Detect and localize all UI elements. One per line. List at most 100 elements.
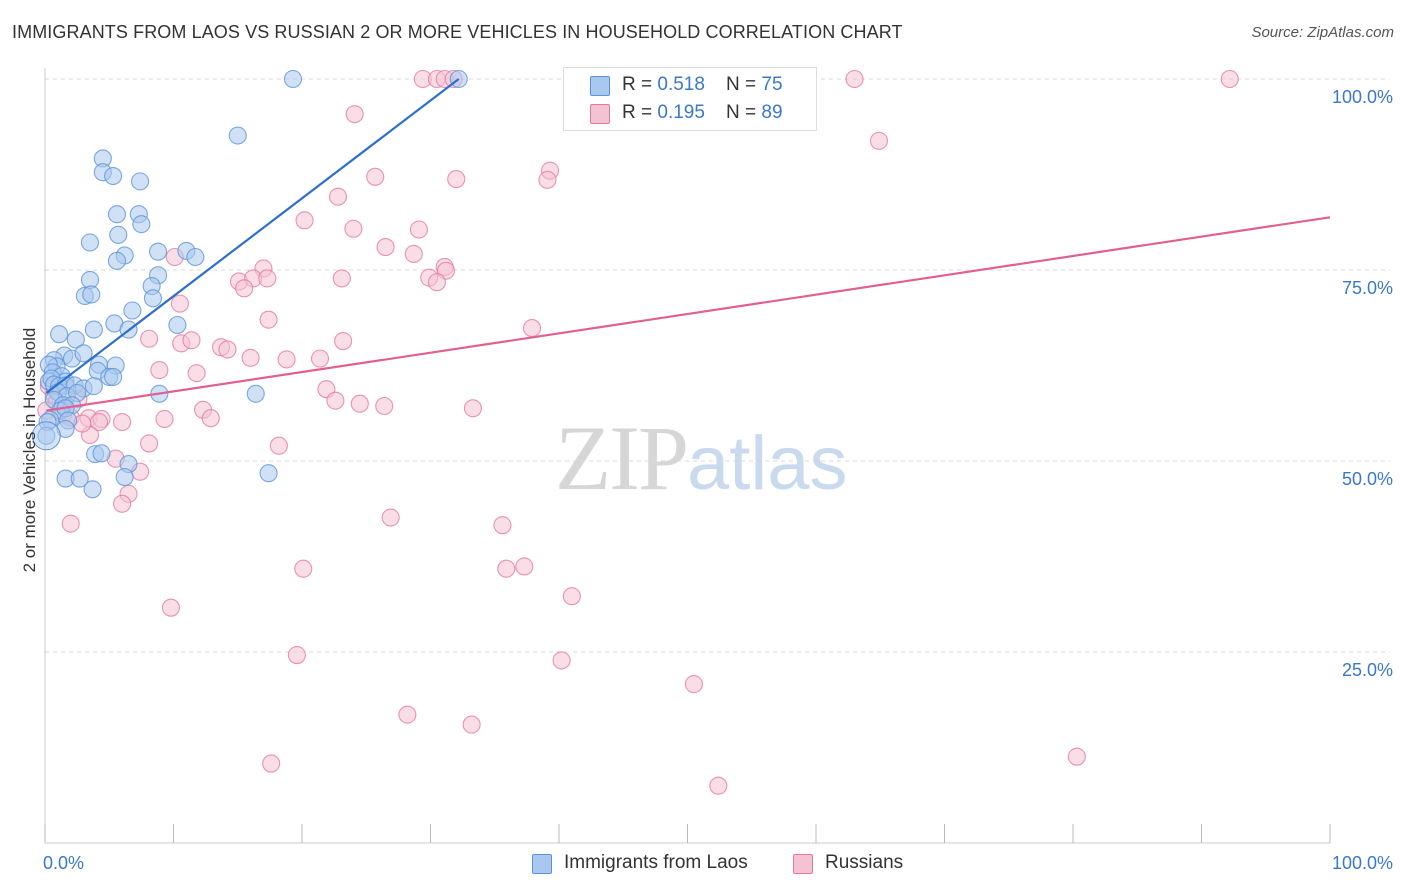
russians-point bbox=[61, 514, 80, 533]
laos-point bbox=[259, 464, 278, 483]
russians-point bbox=[332, 269, 351, 288]
russians-point bbox=[376, 238, 395, 257]
russians-point bbox=[140, 434, 159, 453]
legend-label-russians: Russians bbox=[825, 852, 904, 873]
laos-point bbox=[104, 166, 123, 186]
x-tick-label: 100.0% bbox=[1332, 853, 1393, 873]
laos-point bbox=[132, 215, 151, 234]
russians-point bbox=[259, 310, 278, 329]
russians-point bbox=[522, 319, 542, 338]
russians-point bbox=[552, 651, 571, 670]
laos-point bbox=[104, 367, 123, 387]
russians-point bbox=[150, 361, 169, 380]
russians-point bbox=[258, 269, 277, 288]
y-axis-label-wrap: 2 or more Vehicles in Household bbox=[18, 60, 42, 840]
russians-point bbox=[161, 598, 180, 617]
laos-point bbox=[83, 480, 102, 499]
russians-point bbox=[326, 391, 345, 410]
laos-point bbox=[82, 285, 101, 304]
russians-point bbox=[310, 349, 330, 368]
russians-trend-line bbox=[46, 216, 1331, 412]
laos-point bbox=[84, 320, 103, 339]
russians-point bbox=[684, 675, 703, 694]
r-value: 0.518 bbox=[657, 74, 705, 95]
laos-point bbox=[31, 421, 61, 451]
laos-point bbox=[228, 126, 247, 145]
watermark-atlas: atlas bbox=[687, 421, 848, 506]
russians-point bbox=[113, 412, 132, 432]
laos-point bbox=[143, 289, 162, 308]
laos-point bbox=[283, 69, 303, 89]
laos-point bbox=[107, 205, 127, 224]
russians-point bbox=[398, 705, 417, 724]
russians-point bbox=[170, 294, 189, 313]
y-tick-label: 75.0% bbox=[1342, 278, 1393, 298]
russians-point bbox=[334, 332, 353, 351]
laos-trend-line bbox=[45, 78, 460, 394]
watermark-zip: ZIP bbox=[555, 407, 689, 509]
russians-point bbox=[462, 715, 481, 734]
russians-point bbox=[463, 399, 482, 418]
russians-point bbox=[366, 167, 385, 186]
russians-point bbox=[262, 754, 281, 773]
russians-point bbox=[182, 331, 201, 350]
russians-point bbox=[344, 219, 363, 238]
laos-point bbox=[74, 344, 93, 363]
laos-point bbox=[107, 251, 127, 270]
russians-point bbox=[447, 170, 466, 189]
source-label: Source: ZipAtlas.com bbox=[1251, 24, 1394, 41]
russians-point bbox=[709, 776, 728, 795]
y-axis-label: 2 or more Vehicles in Household bbox=[20, 327, 39, 573]
n-value: 89 bbox=[761, 102, 783, 123]
n-label: N = bbox=[726, 74, 762, 95]
stats-text-laos: R = 0.518 N = 75 bbox=[622, 74, 783, 96]
russians-point bbox=[140, 329, 159, 348]
russians-point bbox=[287, 646, 306, 665]
y-tick-label: 100.0% bbox=[1332, 87, 1393, 107]
x-tick-label: 0.0% bbox=[43, 853, 84, 873]
laos-legend-swatch bbox=[532, 854, 552, 874]
laos-point bbox=[70, 469, 89, 488]
russians-point bbox=[427, 273, 446, 292]
y-tick-label: 50.0% bbox=[1342, 469, 1393, 489]
russians-point bbox=[295, 211, 314, 230]
watermark: ZIPatlas bbox=[555, 405, 848, 511]
laos-point bbox=[123, 301, 142, 320]
russians-point bbox=[538, 170, 557, 189]
russians-point bbox=[235, 279, 254, 298]
russians-point bbox=[409, 220, 428, 239]
russians-point bbox=[375, 396, 394, 416]
russians-point bbox=[515, 557, 534, 576]
laos-point bbox=[84, 377, 103, 396]
russians-point bbox=[294, 559, 313, 578]
series-legend: Immigrants from Laos Russians bbox=[0, 850, 1406, 878]
russians-point bbox=[155, 409, 174, 429]
russians-point bbox=[201, 409, 220, 428]
russians-point bbox=[381, 508, 400, 527]
russians-legend-swatch bbox=[793, 854, 813, 874]
stats-text-russians: R = 0.195 N = 89 bbox=[622, 102, 783, 124]
russians-point bbox=[218, 340, 237, 359]
russians-point bbox=[241, 348, 260, 367]
n-label: N = bbox=[726, 102, 762, 123]
laos-point bbox=[80, 233, 100, 252]
r-value: 0.195 bbox=[657, 102, 705, 123]
n-value: 75 bbox=[761, 74, 783, 95]
russians-point bbox=[1067, 747, 1086, 766]
legend-label-laos: Immigrants from Laos bbox=[564, 852, 748, 873]
russians-swatch bbox=[590, 104, 610, 124]
russians-point bbox=[562, 587, 581, 606]
laos-point bbox=[168, 315, 187, 335]
russians-point bbox=[113, 494, 132, 513]
laos-point bbox=[92, 444, 111, 463]
laos-point bbox=[149, 242, 168, 261]
laos-point bbox=[246, 384, 265, 403]
r-label: R = bbox=[622, 102, 658, 123]
chart-title: IMMIGRANTS FROM LAOS VS RUSSIAN 2 OR MOR… bbox=[12, 22, 903, 42]
russians-point bbox=[1220, 69, 1239, 89]
laos-point bbox=[186, 247, 205, 267]
russians-point bbox=[345, 105, 364, 124]
russians-point bbox=[187, 364, 206, 383]
laos-point bbox=[50, 325, 69, 344]
